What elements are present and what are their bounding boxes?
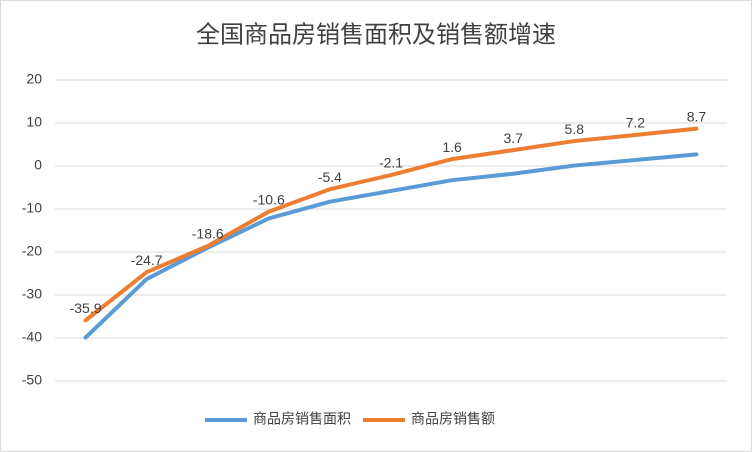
line-series	[83, 152, 699, 340]
y-tick-label: -40	[22, 329, 42, 345]
y-tick-label: 20	[26, 71, 42, 87]
data-label: 3.7	[503, 130, 523, 146]
line-series	[83, 126, 699, 323]
y-tick-label: -10	[22, 200, 42, 216]
data-label: 1.6	[442, 139, 462, 155]
legend-label: 商品房销售额	[411, 411, 495, 427]
data-label: 8.7	[687, 108, 707, 124]
y-tick-label: -20	[22, 243, 42, 259]
y-tick-label: -50	[22, 372, 42, 388]
data-label: 5.8	[565, 121, 585, 137]
data-label: -24.7	[131, 252, 163, 268]
chart-title: 全国商品房销售面积及销售额增速	[196, 21, 556, 48]
data-label: 7.2	[626, 115, 646, 131]
data-label: -10.6	[253, 191, 285, 207]
data-label: -5.4	[318, 169, 342, 185]
y-tick-label: 10	[26, 114, 42, 130]
y-tick-label: 0	[34, 157, 42, 173]
data-label: -18.6	[192, 226, 224, 242]
data-label: -35.9	[70, 300, 102, 316]
data-label: -2.1	[379, 155, 403, 171]
legend-label: 商品房销售面积	[253, 411, 351, 427]
y-tick-label: -30	[22, 286, 42, 302]
